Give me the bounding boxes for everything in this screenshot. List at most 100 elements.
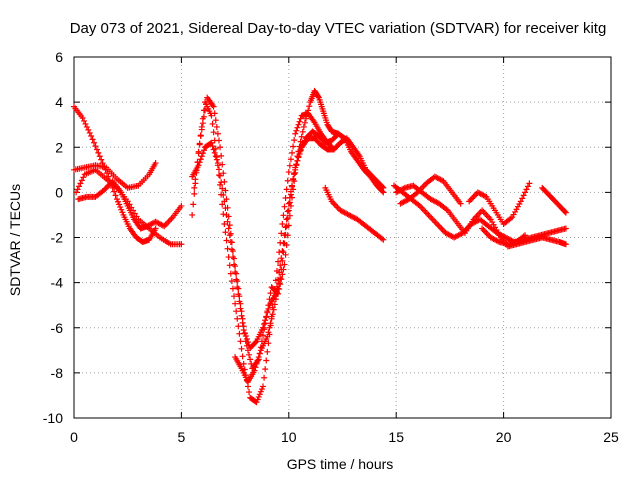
data-point-marker (92, 143, 99, 150)
data-point-marker (246, 389, 253, 396)
data-point-marker (215, 137, 222, 144)
data-point-marker (306, 103, 313, 110)
data-point-marker (215, 172, 222, 179)
data-point-marker (227, 270, 234, 277)
data-point-marker (258, 386, 265, 393)
data-point-marker (210, 129, 217, 136)
data-point-marker (264, 333, 271, 340)
data-point-marker (218, 179, 225, 186)
data-point-marker (260, 332, 267, 339)
data-point-marker (117, 204, 124, 211)
data-point-marker (152, 160, 159, 167)
data-point-marker (280, 212, 287, 219)
data-point-marker (223, 211, 230, 218)
data-point-marker (219, 201, 226, 208)
data-point-marker (239, 353, 246, 360)
data-point-marker (214, 130, 221, 137)
data-point-marker (222, 187, 229, 194)
data-point-marker (196, 159, 203, 166)
data-point-marker (232, 300, 239, 307)
data-point-marker (280, 249, 287, 256)
y-tick-label: -8 (51, 365, 64, 381)
data-point-marker (294, 124, 301, 131)
data-point-marker (524, 183, 531, 190)
data-point-marker (265, 305, 272, 312)
data-point-marker (290, 143, 297, 150)
data-point-marker (152, 225, 159, 232)
data-point-marker (221, 220, 228, 227)
data-point-marker (231, 293, 238, 300)
data-point-marker (279, 248, 286, 255)
data-point-marker (305, 107, 312, 114)
data-point-marker (522, 189, 529, 196)
data-point-marker (282, 224, 289, 231)
data-point-marker (88, 132, 95, 139)
data-point-marker (212, 153, 219, 160)
y-tick-label: -2 (51, 230, 64, 246)
data-point-marker (275, 285, 282, 292)
y-axis-label: SDTVAR / TECUs (7, 184, 23, 296)
data-point-marker (272, 296, 279, 303)
data-point-marker (289, 183, 296, 190)
data-point-marker (251, 367, 258, 374)
data-point-marker (283, 216, 290, 223)
data-point-marker (203, 101, 210, 108)
data-point-marker (214, 160, 221, 167)
data-point-marker (218, 152, 225, 159)
data-point-marker (234, 315, 241, 322)
data-point-marker (526, 180, 533, 187)
data-point-marker (278, 255, 285, 262)
data-point-marker (283, 186, 290, 193)
data-point-marker (236, 298, 243, 305)
data-point-marker (211, 110, 218, 117)
data-point-marker (209, 120, 216, 127)
data-point-marker (293, 127, 300, 134)
data-point-marker (200, 147, 207, 154)
series-arc-15 (479, 225, 529, 248)
data-point-marker (210, 146, 217, 153)
data-point-marker (208, 112, 215, 119)
data-point-marker (247, 356, 254, 363)
data-point-marker (239, 319, 246, 326)
data-point-marker (178, 241, 185, 248)
data-point-marker (118, 206, 125, 213)
data-point-marker (263, 357, 270, 364)
data-point-marker (270, 306, 277, 313)
data-point-marker (281, 240, 288, 247)
data-point-marker (273, 290, 280, 297)
data-point-marker (242, 333, 249, 340)
data-point-marker (256, 350, 263, 357)
data-point-marker (277, 275, 284, 282)
data-point-marker (234, 284, 241, 291)
data-point-marker (268, 315, 275, 322)
data-point-marker (223, 237, 230, 244)
data-point-marker (220, 211, 227, 218)
x-tick-label: 20 (496, 429, 512, 445)
data-point-marker (237, 338, 244, 345)
data-point-marker (217, 181, 224, 188)
data-point-marker (267, 290, 274, 297)
data-point-marker (260, 383, 267, 390)
x-tick-label: 5 (178, 429, 186, 445)
series-arc-8 (232, 128, 387, 385)
data-point-marker (380, 189, 387, 196)
data-point-marker (340, 134, 347, 141)
data-point-marker (522, 232, 529, 239)
data-point-marker (227, 239, 234, 246)
data-point-marker (457, 200, 464, 207)
data-point-marker (261, 374, 268, 381)
data-point-marker (190, 201, 197, 208)
data-point-marker (113, 196, 120, 203)
data-point-marker (279, 257, 286, 264)
data-point-marker (77, 180, 84, 187)
data-point-marker (240, 327, 247, 334)
data-point-marker (281, 261, 288, 268)
data-point-marker (220, 192, 227, 199)
data-point-marker (255, 354, 262, 361)
data-point-marker (252, 339, 259, 346)
data-point-marker (222, 229, 229, 236)
data-point-marker (290, 175, 297, 182)
series-arc-13 (466, 180, 533, 227)
data-point-marker (119, 209, 126, 216)
